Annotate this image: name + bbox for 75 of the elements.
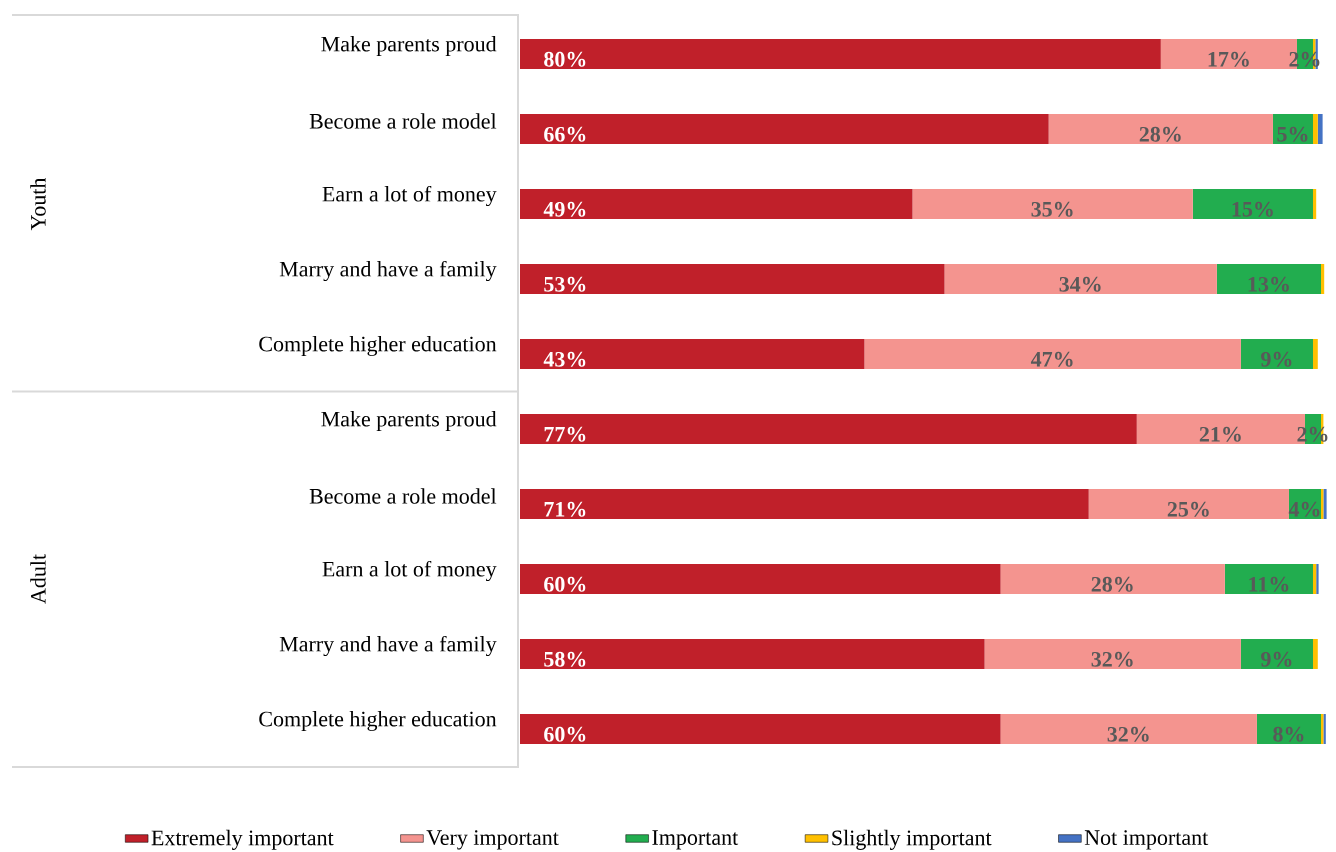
bar <box>520 39 1161 69</box>
data-label: 17% <box>1208 51 1249 67</box>
text: Adult <box>30 554 46 604</box>
bar <box>1312 189 1317 219</box>
bar <box>1312 339 1318 369</box>
y-tick-label: Earn a lot of money <box>322 560 497 582</box>
bar <box>520 414 1137 444</box>
bar <box>944 264 1217 294</box>
data-label: 60% <box>544 726 586 742</box>
bar <box>520 639 985 669</box>
y-tick-label: Make parents proud <box>321 411 497 431</box>
data-label: 66% <box>544 126 586 142</box>
bar <box>520 714 1001 744</box>
bar <box>1216 264 1321 294</box>
bar <box>1317 114 1323 144</box>
data-label: 13% <box>1248 276 1289 292</box>
bar <box>1192 189 1313 219</box>
y-tick-label: Become a role model <box>309 113 497 129</box>
data-label: 49% <box>543 201 586 217</box>
bar <box>1312 639 1318 669</box>
y-tick-label: Earn a lot of money <box>322 185 497 207</box>
bar <box>1312 564 1317 594</box>
bar <box>520 114 1049 144</box>
bar <box>864 339 1241 369</box>
data-label: 71% <box>544 501 586 517</box>
legend-label: Important <box>652 830 739 850</box>
data-label: 35% <box>1031 201 1073 217</box>
bar <box>912 189 1193 219</box>
data-label: 32% <box>1107 726 1149 742</box>
bar <box>1000 564 1225 594</box>
data-label: 28% <box>1139 126 1181 142</box>
bar <box>1224 564 1313 594</box>
bar <box>520 189 913 219</box>
data-label: 32% <box>1091 651 1133 667</box>
data-label: 53% <box>544 276 586 292</box>
bar <box>1048 114 1273 144</box>
data-label: 80% <box>544 51 586 67</box>
data-label: 47% <box>1030 351 1073 367</box>
y-tick-label: Marry and have a family <box>279 635 497 657</box>
y-tick-label: Marry and have a family <box>279 260 497 282</box>
y-tick-label: Complete higher education <box>259 336 497 357</box>
data-label: 34% <box>1059 276 1101 292</box>
data-label: 77% <box>544 426 586 442</box>
data-label: 58% <box>544 651 586 667</box>
bar <box>1256 714 1321 744</box>
bar <box>1321 264 1325 294</box>
bar <box>520 489 1089 519</box>
data-label: 5% <box>1277 126 1308 142</box>
data-label: 8% <box>1273 726 1304 742</box>
legend-label: Very important <box>426 830 559 850</box>
text: Youth <box>30 177 46 231</box>
data-label: 28% <box>1091 576 1133 592</box>
legend-label: Not important <box>1084 830 1209 850</box>
bar <box>1312 114 1318 144</box>
bar <box>984 639 1241 669</box>
data-label: 9% <box>1261 651 1292 667</box>
data-label: 43% <box>543 351 586 367</box>
bar <box>1240 339 1313 369</box>
y-tick-label: Make parents proud <box>321 36 497 56</box>
bar <box>520 339 865 369</box>
data-label: 15% <box>1232 201 1273 217</box>
bar <box>520 264 945 294</box>
data-label: 25% <box>1167 501 1209 517</box>
legend-label: Extremely important <box>151 829 334 850</box>
data-label: 9% <box>1261 351 1292 367</box>
data-label: 60% <box>544 576 586 592</box>
legend-label: Slightly important <box>832 829 992 850</box>
data-label: 21% <box>1199 426 1241 442</box>
bar <box>520 564 1001 594</box>
y-tick-label: Become a role model <box>309 488 497 504</box>
data-label: 11% <box>1249 576 1289 592</box>
bar <box>1240 639 1313 669</box>
bar <box>1088 489 1289 519</box>
bar <box>1000 714 1257 744</box>
y-tick-label: Complete higher education <box>259 711 497 732</box>
